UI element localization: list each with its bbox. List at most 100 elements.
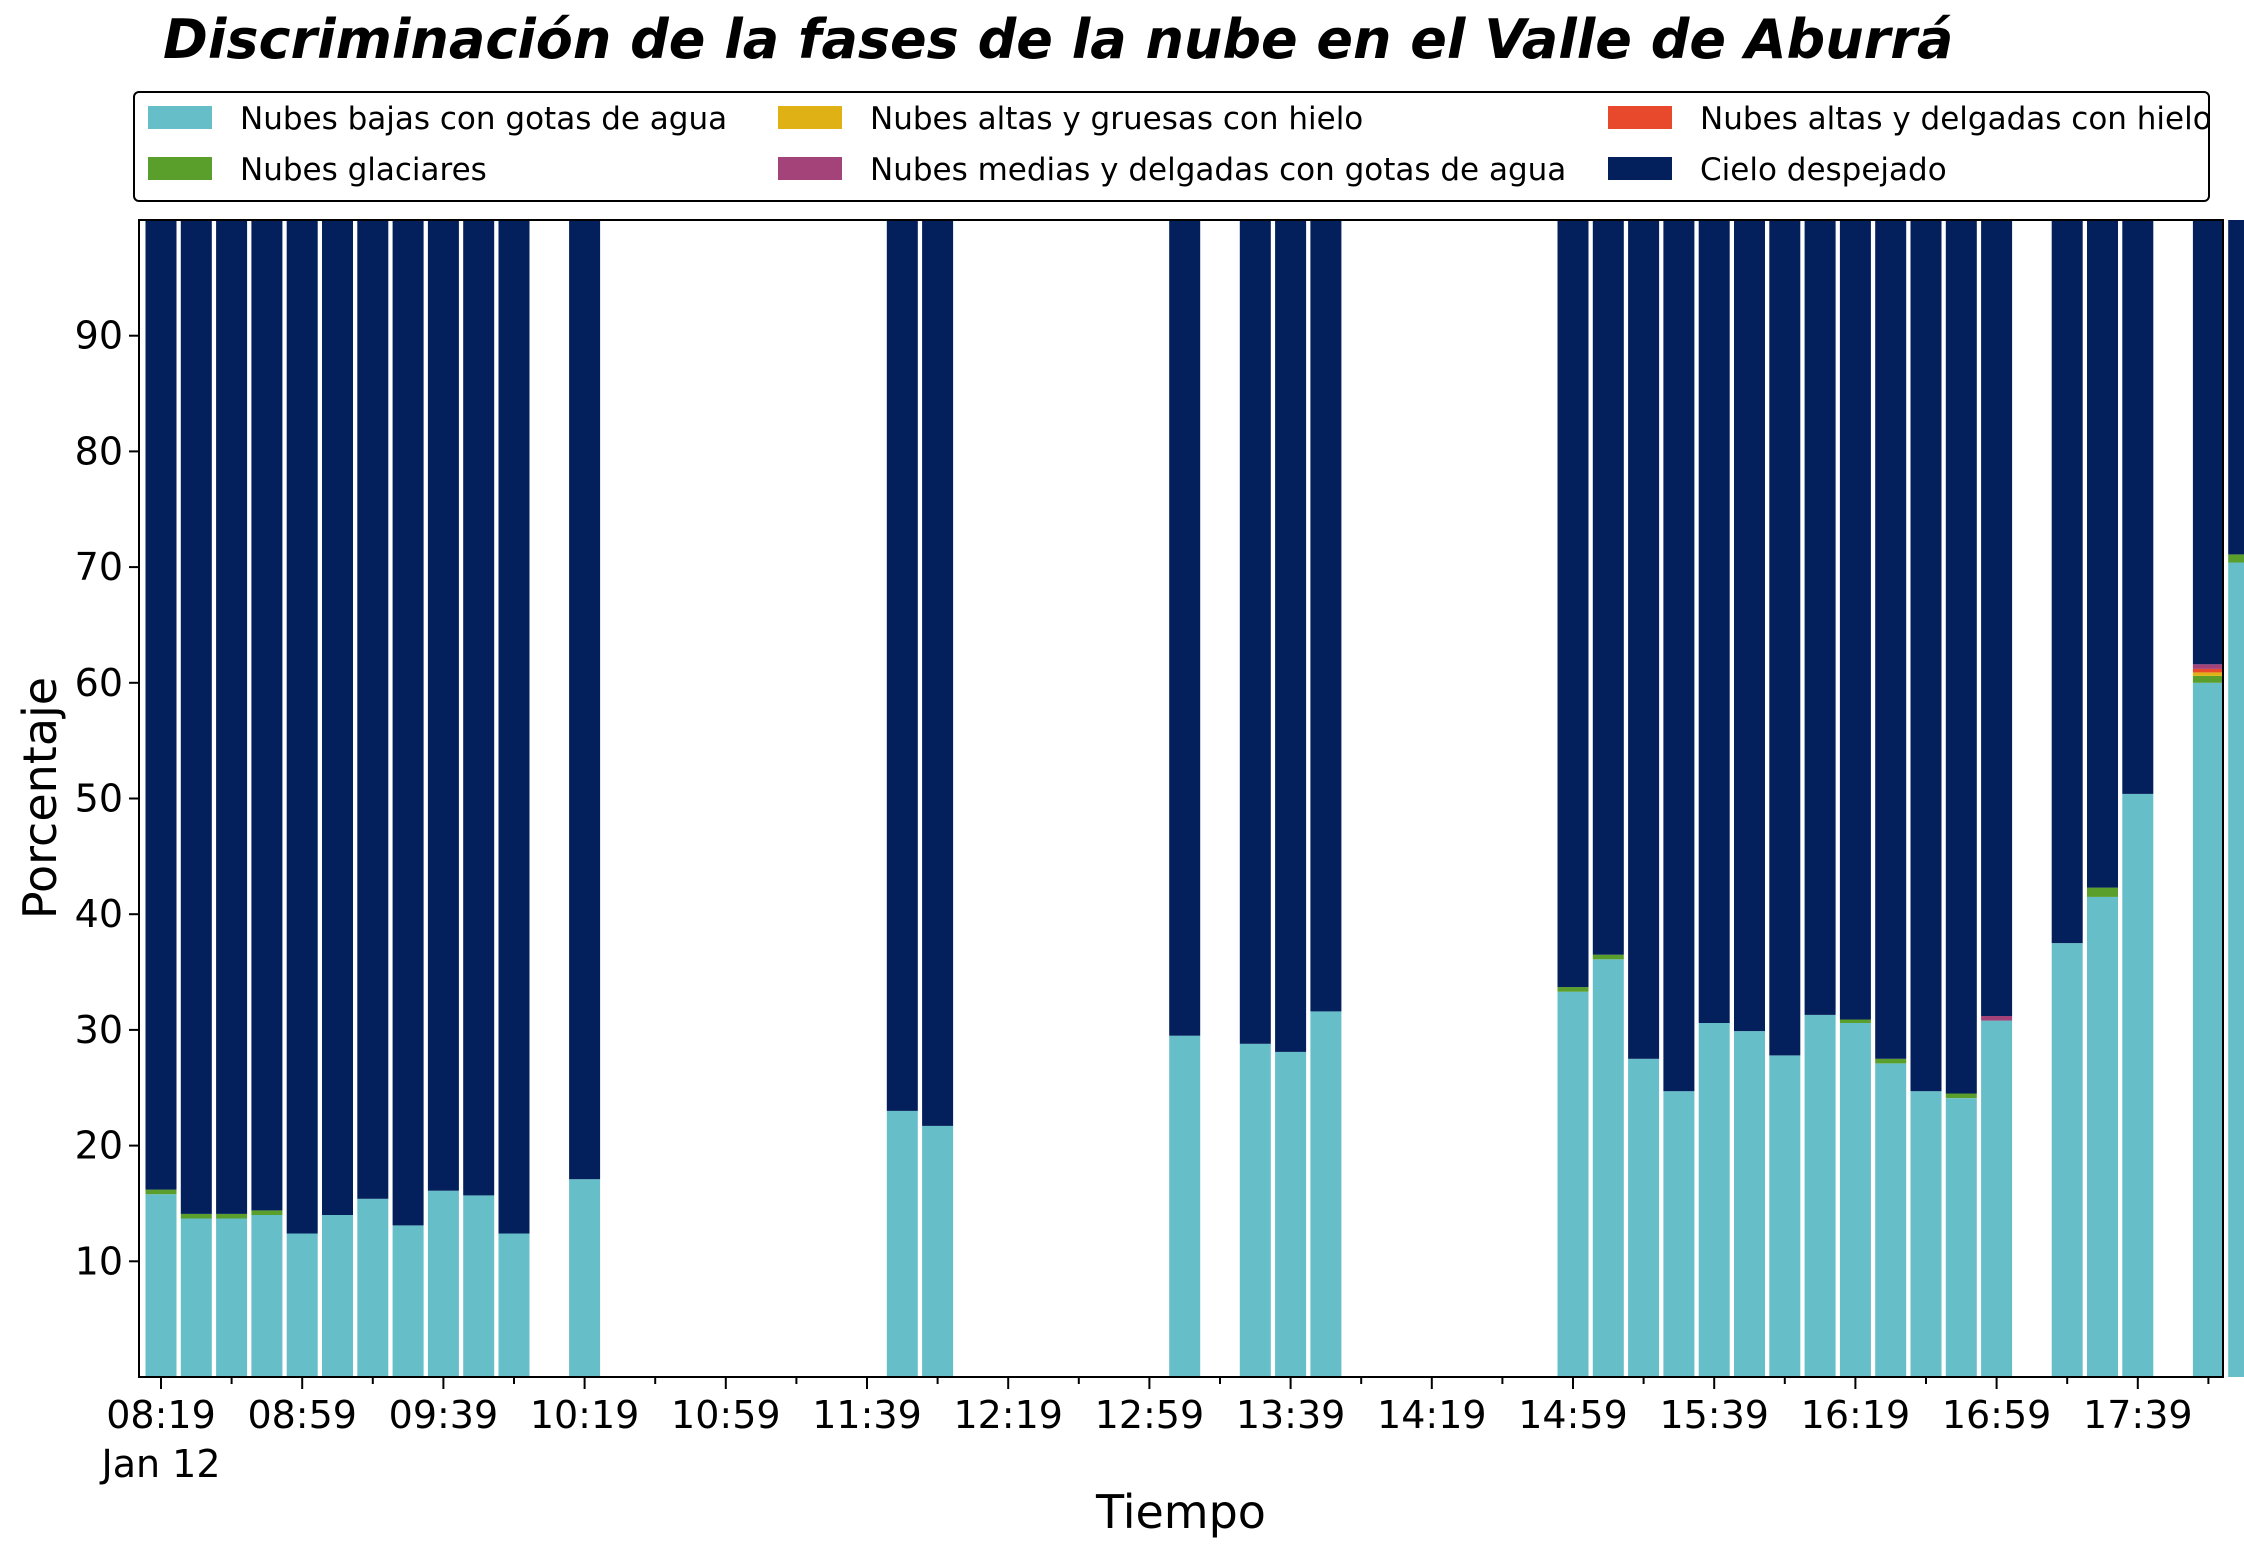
bar-segment (1875, 1063, 1907, 1377)
y-tick-label: 80 (75, 429, 123, 473)
bar-segment (1698, 1023, 1730, 1377)
x-tick-label: 12:59 (1095, 1393, 1205, 1437)
bar-segment (2122, 793, 2154, 1377)
bar-segment (1910, 1091, 1942, 1377)
bar-segment (2228, 562, 2244, 1377)
bar-segment (1557, 220, 1589, 988)
bar-segment (886, 220, 918, 1111)
bar-segment (2192, 220, 2224, 665)
bar-segment (1875, 1058, 1907, 1064)
bar-segment (286, 220, 318, 1234)
bar-segment (2228, 220, 2244, 555)
bar-segment (1628, 1058, 1660, 1377)
bar-segment (1945, 220, 1977, 1094)
y-tick-label: 60 (75, 661, 123, 705)
x-tick-label: 16:59 (1942, 1393, 2052, 1437)
x-tick-label: 10:19 (530, 1393, 640, 1437)
y-tick-label: 40 (75, 892, 123, 936)
bar-segment (1592, 954, 1624, 960)
x-tick-label: 09:39 (389, 1393, 499, 1437)
bar-segment (1310, 1011, 1342, 1377)
bar-segment (1169, 1035, 1201, 1377)
legend-label: Nubes bajas con gotas de agua (240, 101, 727, 137)
bar-segment (2192, 672, 2224, 676)
bar-segment (922, 1125, 954, 1377)
bar-segment (1839, 1023, 1871, 1377)
x-tick-label: 11:39 (812, 1393, 922, 1437)
y-tick-label: 90 (75, 314, 123, 358)
bar-segment (216, 1218, 248, 1377)
x-tick-label: 08:19 (106, 1393, 216, 1437)
bar-segment (1769, 1055, 1801, 1377)
bar-segment (2087, 220, 2118, 888)
bar-segment (1804, 1014, 1836, 1377)
bar-segment (1734, 1031, 1765, 1377)
bar-segment (251, 1210, 283, 1215)
bar-segment (2051, 943, 2083, 1377)
x-tick-label: 10:59 (671, 1393, 781, 1437)
bar-segment (322, 1215, 353, 1377)
bar-segment (2192, 664, 2224, 669)
bar-segment (1275, 1051, 1307, 1377)
bar-segment (1981, 1016, 2013, 1021)
bar-segment (922, 220, 954, 1126)
bar-segment (569, 220, 601, 1180)
bar-segment (145, 1189, 177, 1195)
bar-segment (1910, 220, 1942, 1092)
bar-segment (1945, 1098, 1977, 1377)
legend-swatch (148, 157, 212, 180)
bar-segment (1239, 1043, 1271, 1377)
bar-segment (357, 220, 389, 1199)
x-tick-label: 12:19 (953, 1393, 1063, 1437)
bar-segment (886, 1110, 918, 1377)
bar-segment (1557, 987, 1589, 992)
legend-swatch (778, 157, 842, 180)
bar-segment (251, 220, 283, 1211)
bar-segment (1275, 220, 1307, 1052)
bar-segment (1981, 220, 2013, 1016)
bar-segment (2192, 668, 2224, 673)
bar-segment (1839, 1019, 1871, 1023)
y-tick-label: 20 (75, 1124, 123, 1168)
bar-segment (216, 220, 248, 1214)
bar-segment (392, 1225, 424, 1377)
bar-segment (2228, 554, 2244, 563)
x-axis: 08:19 Jan 12 08:59 09:39 10:19 10:59 11:39 12:1… (99, 1377, 2210, 1486)
legend-label: Cielo despejado (1700, 152, 1947, 188)
legend-label: Nubes medias y delgadas con gotas de agu… (870, 152, 1566, 188)
bar-segment (1239, 220, 1271, 1044)
bar-segment (1769, 220, 1801, 1056)
bar-segment (1310, 220, 1342, 1012)
bar-segment (1734, 220, 1765, 1032)
bar-segment (1592, 220, 1624, 955)
bar-segment (463, 1195, 495, 1377)
x-tick-label: 16:19 (1801, 1393, 1911, 1437)
bar-segment (569, 1179, 601, 1377)
bar-segment (2192, 675, 2224, 683)
bars-layer (145, 220, 2244, 1377)
legend-label: Nubes altas y gruesas con hielo (870, 101, 1363, 137)
bar-segment (1875, 220, 1907, 1059)
chart-title: Discriminación de la fases de la nube en… (163, 8, 1953, 71)
bar-segment (1804, 220, 1836, 1015)
bar-segment (1945, 1093, 1977, 1099)
bar-segment (498, 1233, 530, 1377)
bar-segment (463, 220, 495, 1196)
bar-segment (322, 220, 353, 1215)
bar-segment (145, 1194, 177, 1377)
bar-segment (145, 220, 177, 1190)
bar-segment (2051, 220, 2083, 944)
bar-segment (180, 1213, 212, 1219)
bar-segment (1698, 220, 1730, 1023)
legend-label: Nubes altas y delgadas con hielo (1700, 101, 2212, 137)
bar-segment (1628, 220, 1660, 1059)
bar-segment (2192, 682, 2224, 1377)
x-axis-label: Tiempo (1095, 1485, 1266, 1539)
bar-segment (357, 1198, 389, 1377)
bar-segment (1663, 220, 1695, 1092)
bar-segment (498, 220, 530, 1234)
x-tick-label: 15:39 (1659, 1393, 1769, 1437)
bar-segment (2122, 220, 2154, 794)
x-tick-label: 08:59 (247, 1393, 357, 1437)
